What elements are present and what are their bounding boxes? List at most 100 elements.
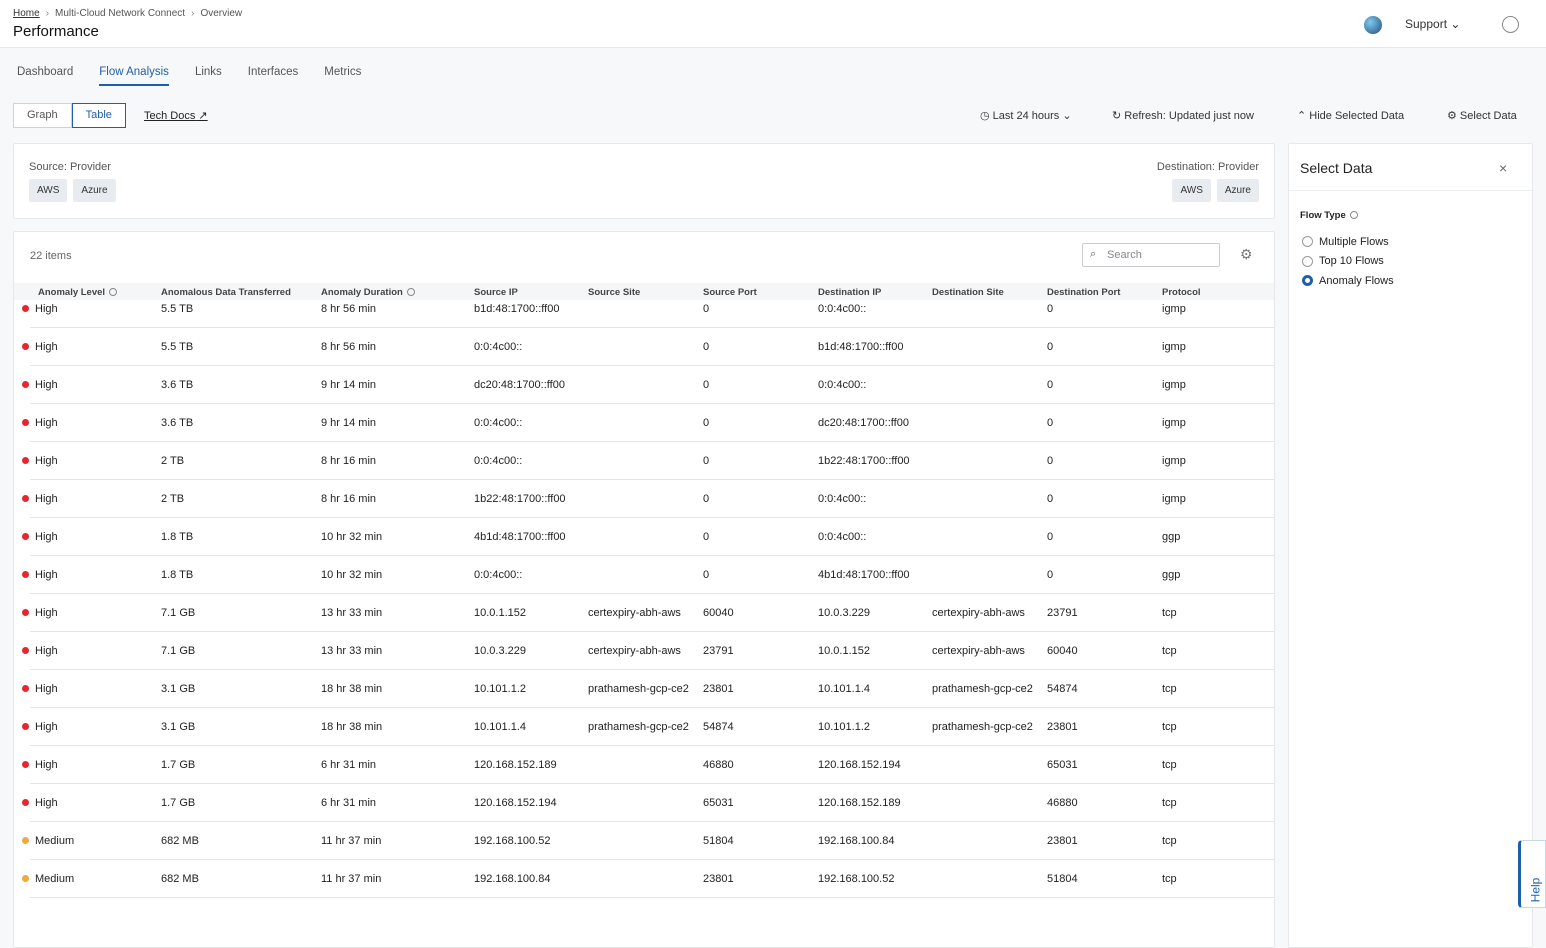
tab[interactable]: Dashboard <box>17 66 74 78</box>
column-label: Anomaly Level <box>38 287 106 298</box>
tab[interactable]: Interfaces <box>247 66 299 78</box>
table-cell: 0 <box>1047 300 1162 327</box>
table-cell: igmp <box>1162 442 1274 479</box>
radio-option[interactable]: Top 10 Flows <box>1302 252 1394 272</box>
hide-label[interactable]: Hide Selected Data <box>1309 110 1405 122</box>
table-cell: 120.168.152.189 <box>474 746 588 783</box>
cell-text: High <box>35 378 58 391</box>
help-tab[interactable]: Help <box>1518 840 1546 908</box>
cell-text: 2 TB <box>161 454 185 467</box>
column-label: Protocol <box>1162 287 1201 298</box>
chip: AWS <box>1172 179 1211 202</box>
cell-text: dc20:48:1700::ff00 <box>818 416 909 429</box>
table-cell <box>588 336 703 357</box>
table-cell: tcp <box>1162 670 1274 707</box>
help-label[interactable]: Help <box>1528 877 1543 903</box>
settings-icon[interactable]: ⚙ <box>1240 246 1253 262</box>
label: Flow Type <box>1300 210 1346 221</box>
cell-text: 6 hr 31 min <box>321 796 377 809</box>
table-cell: igmp <box>1162 328 1274 365</box>
cell-text: 0 <box>1047 530 1054 543</box>
table-cell: b1d:48:1700::ff00 <box>818 328 932 365</box>
column-header: Source IP <box>474 283 588 300</box>
refresh-label[interactable]: Refresh: Updated just now <box>1124 110 1254 122</box>
cell-text: prathamesh-gcp-ce2 <box>588 682 689 695</box>
tech-docs-link[interactable]: Tech Docs ↗ <box>144 110 208 122</box>
chip: Azure <box>1216 179 1259 202</box>
radio-option[interactable]: Multiple Flows <box>1302 232 1394 252</box>
spacer <box>14 283 38 300</box>
support-menu[interactable]: Support ⌄ <box>1405 17 1461 31</box>
search-box[interactable]: ⌕ Search <box>1082 243 1220 267</box>
option-label[interactable]: Multiple Flows <box>1319 235 1389 248</box>
table-cell: 2 TB <box>161 442 321 479</box>
table-card: 22 items ⌕ Search ⚙ Anomaly Level Anomalou… <box>13 231 1275 948</box>
cell-text: Medium <box>35 872 75 885</box>
cell-text: High <box>35 416 58 429</box>
level-dot <box>22 684 29 692</box>
search-placeholder[interactable]: Search <box>1107 249 1142 261</box>
cell-text: 23791 <box>703 644 734 657</box>
crumb[interactable]: Multi-Cloud Network Connect <box>55 8 186 19</box>
cell-text: igmp <box>1162 378 1186 391</box>
table-cell: 46880 <box>1047 784 1162 821</box>
link-text[interactable]: Tech Docs <box>144 110 196 122</box>
table-cell: 0:0:4c00:: <box>474 556 588 593</box>
table-cell: 23791 <box>703 632 818 669</box>
table-cell: 6 hr 31 min <box>321 784 474 821</box>
cell-text: 0 <box>1047 568 1054 581</box>
table-cell: 0 <box>703 480 818 517</box>
table-cell: tcp <box>1162 632 1274 669</box>
select-label[interactable]: Select Data <box>1459 110 1517 122</box>
cell-text: High <box>35 492 58 505</box>
table-cell: 54874 <box>1047 670 1162 707</box>
refresh[interactable]: ↻ Refresh: Updated just now <box>1112 110 1254 122</box>
table-cell: 11 hr 37 min <box>321 860 474 897</box>
time-range[interactable]: ◷ Last 24 hours ⌄ <box>980 110 1072 122</box>
close-button[interactable]: × <box>1499 160 1508 176</box>
table-cell: 7.1 GB <box>161 594 321 631</box>
column-label: Source IP <box>474 287 518 298</box>
chip: Azure <box>73 179 116 202</box>
cell-text: 10.101.1.4 <box>818 682 870 695</box>
option-label[interactable]: Top 10 Flows <box>1319 255 1384 268</box>
table-cell <box>588 488 703 509</box>
tabs: Dashboard Flow Analysis Links Interfaces Met… <box>17 66 361 86</box>
cell-text: tcp <box>1162 644 1177 657</box>
table-cell: High <box>22 300 161 327</box>
table-row: Medium 682 MB 11 hr 37 min 192.168.100.52 51… <box>22 822 1274 860</box>
cell-text: 120.168.152.194 <box>818 758 901 771</box>
toggle-button[interactable]: Table <box>71 103 126 128</box>
crumb[interactable]: Home <box>13 8 40 19</box>
hide-selected[interactable]: ⌃ Hide Selected Data <box>1297 110 1405 122</box>
cell-text: 3.6 TB <box>161 378 194 391</box>
table-cell: 10.0.3.229 <box>474 632 588 669</box>
table-cell: 5.5 TB <box>161 328 321 365</box>
tab[interactable]: Links <box>194 66 222 78</box>
cell-text: 0:0:4c00:: <box>818 492 867 505</box>
table-cell: 120.168.152.189 <box>818 784 932 821</box>
cell-text: 0 <box>703 492 710 505</box>
cell-text: certexpiry-abh-aws <box>588 606 681 619</box>
user-menu[interactable] <box>1502 16 1519 33</box>
toggle-button[interactable]: Graph <box>13 103 72 128</box>
cell-text: 46880 <box>703 758 734 771</box>
cell-text: High <box>35 720 58 733</box>
table-cell: certexpiry-abh-aws <box>932 632 1047 669</box>
table-cell <box>588 868 703 889</box>
table-cell: High <box>22 366 161 403</box>
tab[interactable]: Flow Analysis <box>99 66 169 86</box>
support-label[interactable]: Support <box>1405 17 1448 31</box>
table-cell <box>932 336 1047 357</box>
filter-card: Source: Provider AWS Azure Destination: P… <box>13 143 1275 219</box>
table-cell: 8 hr 56 min <box>321 328 474 365</box>
table-cell: High <box>22 670 161 707</box>
option-label[interactable]: Anomaly Flows <box>1319 274 1394 287</box>
cell-text: Medium <box>35 834 75 847</box>
tab[interactable]: Metrics <box>324 66 362 78</box>
radio-option[interactable]: Anomaly Flows <box>1302 271 1394 291</box>
time-range-label[interactable]: Last 24 hours <box>992 110 1060 122</box>
table-cell: igmp <box>1162 300 1274 327</box>
cell-text: 65031 <box>703 796 734 809</box>
select-data[interactable]: ⚙ Select Data <box>1447 110 1517 122</box>
